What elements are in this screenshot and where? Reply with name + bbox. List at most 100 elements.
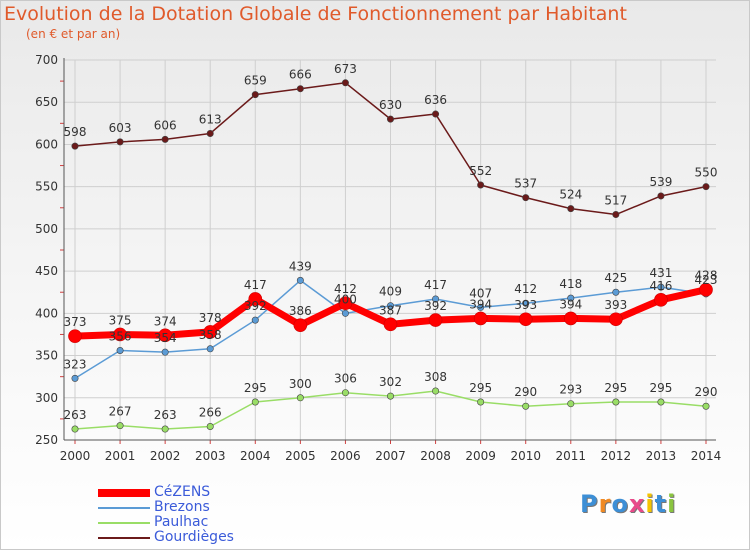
data-label-brezons-2008: 417 — [424, 278, 447, 292]
legend-swatch-cezens — [98, 488, 150, 497]
data-label-brezons-2001: 356 — [109, 329, 132, 343]
data-point-gourdieges-2009 — [477, 181, 485, 189]
data-point-gourdieges-2010 — [522, 194, 530, 202]
data-point-cezens-2000 — [68, 329, 82, 343]
data-label-brezons-2003: 358 — [199, 328, 222, 342]
x-tick-label-2000: 2000 — [60, 449, 91, 463]
data-label-paulhac-2009: 295 — [469, 381, 492, 395]
x-tick-label-2013: 2013 — [646, 449, 677, 463]
data-label-cezens-2006: 412 — [334, 282, 357, 296]
y-tick-label-350: 350 — [35, 349, 58, 363]
data-point-gourdieges-2007 — [386, 115, 394, 123]
chart-subtitle: (en € et par an) — [26, 27, 121, 41]
data-label-gourdieges-2003: 613 — [199, 112, 222, 126]
data-label-cezens-2011: 394 — [559, 297, 582, 311]
y-tick-label-600: 600 — [35, 137, 58, 151]
data-label-paulhac-2000: 263 — [64, 408, 87, 422]
data-point-brezons-2012 — [612, 288, 620, 296]
data-label-cezens-2005: 386 — [289, 304, 312, 318]
x-tick-label-2014: 2014 — [691, 449, 722, 463]
y-tick-label-400: 400 — [35, 306, 58, 320]
data-label-cezens-2014: 428 — [695, 269, 718, 283]
data-point-cezens-2002 — [158, 328, 172, 343]
data-label-gourdieges-2009: 552 — [469, 164, 492, 178]
data-label-brezons-2004: 392 — [244, 299, 267, 313]
data-label-gourdieges-2011: 524 — [559, 188, 582, 202]
legend-label-cezens: CéZENS — [154, 484, 211, 500]
data-point-brezons-2004 — [251, 316, 259, 324]
data-point-cezens-2012 — [609, 312, 623, 327]
data-label-cezens-2008: 392 — [424, 299, 447, 313]
data-label-cezens-2010: 393 — [514, 298, 537, 312]
chart-title: Evolution de la Dotation Globale de Fonc… — [4, 3, 627, 25]
data-label-gourdieges-2000: 598 — [64, 125, 87, 139]
data-point-brezons-2010 — [522, 299, 530, 307]
y-tick-label-500: 500 — [35, 222, 58, 236]
data-point-gourdieges-2003 — [206, 129, 214, 137]
data-label-gourdieges-2006: 673 — [334, 62, 357, 76]
data-point-gourdieges-2006 — [341, 79, 349, 87]
data-point-cezens-2011 — [563, 311, 578, 326]
data-point-cezens-2001 — [113, 327, 127, 342]
data-point-cezens-2005 — [293, 318, 308, 332]
data-label-brezons-2011: 418 — [559, 277, 582, 291]
data-label-paulhac-2002: 263 — [154, 408, 177, 422]
data-label-paulhac-2014: 290 — [695, 385, 718, 399]
data-label-paulhac-2003: 266 — [199, 405, 222, 419]
data-label-cezens-2004: 417 — [244, 278, 267, 292]
data-point-brezons-2000 — [71, 374, 79, 382]
data-point-paulhac-2000 — [71, 425, 79, 433]
data-label-gourdieges-2007: 630 — [379, 98, 402, 112]
data-label-cezens-2002: 374 — [154, 314, 177, 328]
data-point-gourdieges-2001 — [116, 138, 124, 146]
data-point-paulhac-2002 — [161, 425, 169, 433]
data-point-brezons-2007 — [386, 302, 394, 310]
proxiti-logo: Proxiti — [580, 490, 677, 518]
data-point-gourdieges-2012 — [612, 211, 620, 219]
data-label-gourdieges-2002: 606 — [154, 118, 177, 132]
data-point-gourdieges-2005 — [296, 85, 304, 93]
y-tick-label-250: 250 — [35, 433, 58, 447]
data-label-paulhac-2010: 290 — [514, 385, 537, 399]
x-tick-label-2007: 2007 — [375, 449, 406, 463]
x-tick-label-2004: 2004 — [240, 449, 271, 463]
data-point-paulhac-2008 — [432, 387, 440, 395]
data-label-paulhac-2006: 306 — [334, 372, 357, 386]
data-point-brezons-2002 — [161, 348, 169, 356]
legend-label-gourdieges: Gourdièges — [154, 529, 234, 545]
data-point-gourdieges-2011 — [567, 205, 575, 213]
data-point-paulhac-2006 — [341, 389, 349, 397]
data-point-paulhac-2012 — [612, 398, 620, 406]
data-label-gourdieges-2008: 636 — [424, 93, 447, 107]
data-label-gourdieges-2010: 537 — [514, 177, 537, 191]
data-point-cezens-2004 — [248, 292, 263, 306]
data-point-cezens-2006 — [338, 296, 353, 311]
x-tick-label-2009: 2009 — [465, 449, 496, 463]
data-label-paulhac-2013: 295 — [649, 381, 672, 395]
x-tick-label-2011: 2011 — [556, 449, 587, 463]
data-point-brezons-2013 — [657, 283, 665, 291]
legend-swatch-paulhac — [98, 521, 150, 524]
x-tick-label-2012: 2012 — [601, 449, 632, 463]
data-point-paulhac-2014 — [702, 402, 710, 410]
legend-swatch-brezons — [98, 506, 150, 509]
legend-item-paulhac: Paulhac — [98, 515, 234, 530]
data-point-brezons-2001 — [116, 346, 124, 354]
data-point-paulhac-2003 — [206, 422, 214, 430]
data-label-brezons-2006: 400 — [334, 292, 357, 306]
data-label-cezens-2007: 387 — [379, 303, 402, 317]
y-tick-label-550: 550 — [35, 180, 58, 194]
data-point-gourdieges-2014 — [702, 183, 710, 191]
x-tick-label-2003: 2003 — [195, 449, 226, 463]
x-tick-label-2010: 2010 — [510, 449, 541, 463]
data-point-cezens-2008 — [428, 313, 443, 327]
data-label-gourdieges-2012: 517 — [604, 194, 627, 208]
data-point-paulhac-2005 — [296, 394, 304, 402]
data-point-gourdieges-2004 — [251, 91, 259, 99]
data-point-paulhac-2001 — [116, 422, 124, 430]
x-tick-label-2005: 2005 — [285, 449, 316, 463]
x-tick-label-2006: 2006 — [330, 449, 361, 463]
data-label-brezons-2007: 409 — [379, 285, 402, 299]
